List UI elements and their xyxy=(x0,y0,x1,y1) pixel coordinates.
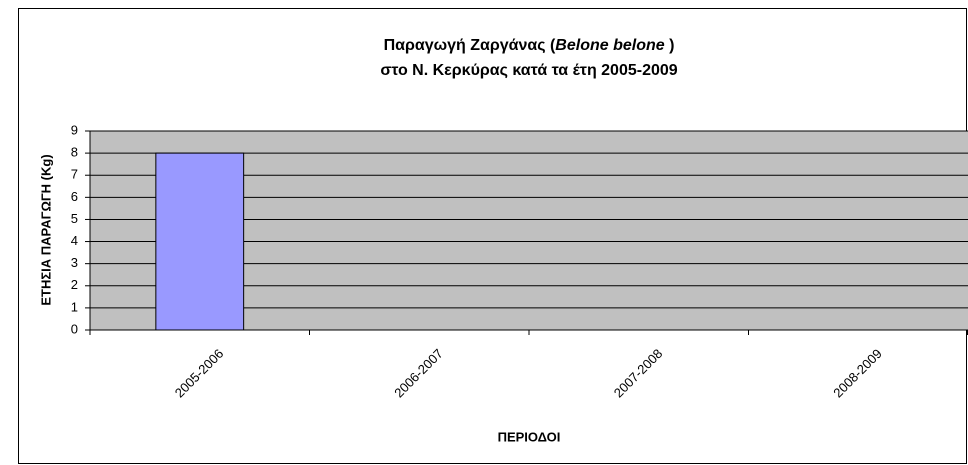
chart-title-line: στο Ν. Κερκύρας κατά τα έτη 2005-2009 xyxy=(380,62,677,79)
chart-title-line: Παραγωγή Ζαργάνας (Belone belone ) xyxy=(384,37,675,54)
y-tick-label: 9 xyxy=(71,122,78,137)
y-tick-label: 0 xyxy=(71,321,78,336)
y-tick-label: 8 xyxy=(71,145,78,160)
y-tick-label: 4 xyxy=(71,233,78,248)
title-part: Belone belone xyxy=(555,37,664,54)
y-tick-label: 2 xyxy=(71,277,78,292)
y-axis-label: ΕΤΗΣΙΑ ΠΑΡΑΓΩΓΗ (Kg) xyxy=(38,154,53,305)
y-tick-label: 6 xyxy=(71,189,78,204)
y-tick-label: 1 xyxy=(71,299,78,314)
title-part: Παραγωγή Ζαργάνας ( xyxy=(384,37,556,54)
x-axis-label: ΠΕΡΙΟΔΟΙ xyxy=(498,429,561,444)
y-tick-label: 7 xyxy=(71,167,78,182)
y-tick-label: 3 xyxy=(71,255,78,270)
bar xyxy=(155,152,245,331)
title-part: ) xyxy=(665,37,675,54)
y-tick-label: 5 xyxy=(71,211,78,226)
